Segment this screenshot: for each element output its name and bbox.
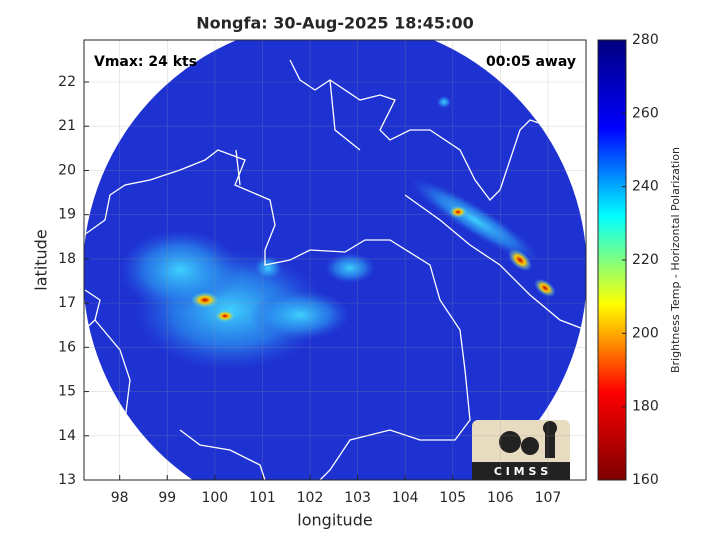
x-tick-label: 102 — [297, 490, 324, 506]
annotation: 00:05 away — [486, 54, 576, 70]
y-axis-label: latitude — [32, 229, 51, 290]
x-tick-label: 104 — [392, 490, 419, 506]
x-tick-label: 101 — [249, 490, 276, 506]
colorbar-label: Brightness Temp - Horizontal Polarizatio… — [669, 147, 682, 373]
annotation: Vmax: 24 kts — [94, 54, 197, 70]
title: Nongfa: 30-Aug-2025 18:45:00 — [196, 14, 473, 33]
y-tick-label: 13 — [58, 472, 76, 488]
plot-frame — [83, 39, 587, 481]
y-tick-label: 17 — [58, 295, 76, 311]
x-tick-label: 106 — [487, 490, 514, 506]
y-tick-label: 21 — [58, 118, 76, 134]
x-tick-label: 99 — [158, 490, 176, 506]
y-tick-label: 15 — [58, 384, 76, 400]
x-tick-label: 105 — [439, 490, 466, 506]
grid — [84, 40, 586, 481]
cimss-logo — [472, 420, 570, 480]
y-tick-label: 19 — [58, 207, 76, 223]
x-tick-label: 100 — [201, 490, 228, 506]
y-tick-label: 20 — [58, 162, 76, 178]
x-tick-label: 103 — [344, 490, 371, 506]
x-tick-label: 98 — [111, 490, 129, 506]
logo-text: C I M S S — [494, 465, 548, 478]
swath — [84, 40, 586, 480]
y-tick-label: 18 — [58, 251, 76, 267]
colorbar — [597, 39, 627, 481]
colorbar-tick-label: 260 — [632, 105, 659, 121]
colorbar-tick-label: 240 — [632, 179, 659, 195]
colorbar-tick-label: 160 — [632, 472, 659, 488]
y-tick-label: 16 — [58, 339, 76, 355]
y-tick-label: 22 — [58, 74, 76, 90]
colorbar-tick-label: 280 — [632, 32, 659, 48]
colorbar-tick-label: 200 — [632, 325, 659, 341]
x-tick-label: 107 — [535, 490, 562, 506]
x-axis-label: longitude — [297, 511, 372, 530]
colorbar-tick-label: 180 — [632, 399, 659, 415]
colorbar-tick-label: 220 — [632, 252, 659, 268]
y-tick-label: 14 — [58, 428, 76, 444]
